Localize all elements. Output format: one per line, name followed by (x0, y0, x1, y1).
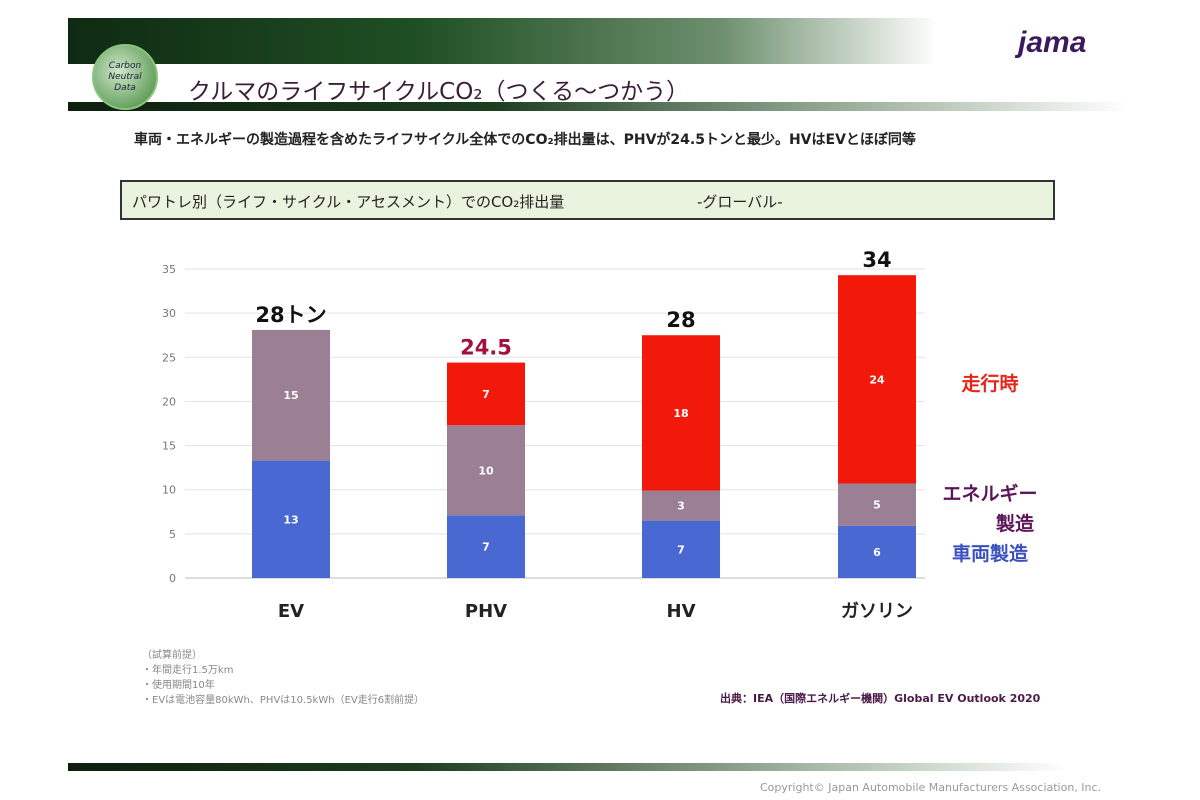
copyright: Copyright© Japan Automobile Manufacturer… (760, 781, 1102, 794)
segment-label: 24 (869, 373, 885, 386)
total-label: 28 (666, 308, 695, 332)
y-tick-label: 25 (162, 351, 176, 364)
lead-text: 車両・エネルギーの製造過程を含めたライフサイクル全体でのCO₂排出量は、PHVが… (134, 132, 916, 148)
note-item: ・EVは電池容量80kWh、PHVは10.5kWh（EV走行6割前提） (142, 695, 425, 706)
x-tick-label: HV (667, 601, 696, 622)
y-tick-label: 15 (162, 440, 176, 453)
chart-subtitle: パワトレ別（ライフ・サイクル・アセスメント）でのCO₂排出量 (132, 193, 565, 211)
bar-segment (642, 520, 720, 578)
segment-label: 18 (673, 407, 688, 420)
legend-label: 製造 (995, 512, 1035, 535)
x-tick-label: ガソリン (841, 601, 913, 622)
y-tick-label: 10 (162, 484, 176, 497)
header-underline (68, 102, 1128, 111)
y-tick-label: 5 (169, 528, 176, 541)
bar-segment (642, 335, 720, 491)
segment-label: 13 (283, 513, 298, 526)
bar-segment (838, 275, 916, 484)
segment-label: 6 (873, 546, 881, 559)
y-tick-label: 30 (162, 307, 176, 320)
legend-label: エネルギー (942, 483, 1037, 505)
jama-logo: jama (1018, 26, 1087, 59)
segment-label: 3 (677, 500, 685, 513)
bar-segment (642, 490, 720, 521)
footer-band (68, 763, 1068, 771)
bar-segment (838, 483, 916, 526)
x-tick-label: PHV (465, 601, 507, 622)
source-text: 出典：IEA（国際エネルギー機関）Global EV Outlook 2020 (720, 692, 1041, 705)
page-title: クルマのライフサイクルCO₂（つくる〜つかう） (188, 79, 690, 105)
header-band (68, 18, 938, 64)
total-label: 34 (862, 248, 891, 272)
bar-segment (447, 425, 525, 516)
y-tick-label: 20 (162, 395, 176, 408)
chart-subtitle-box: パワトレ別（ライフ・サイクル・アセスメント）でのCO₂排出量 -グローバル- (120, 180, 1055, 220)
bar-segment (252, 329, 330, 461)
y-tick-label: 0 (169, 572, 176, 585)
segment-label: 10 (478, 464, 494, 477)
assumption-notes: （試算前提） ・年間走行1.5万km ・使用期間10年 ・EVは電池容量80kW… (142, 648, 424, 708)
segment-label: 5 (873, 499, 881, 512)
note-item: ・使用期間10年 (142, 680, 215, 691)
segment-label: 7 (677, 543, 685, 556)
bar-segment (447, 362, 525, 426)
legend-label: 車両製造 (952, 542, 1029, 565)
chart-region: -グローバル- (697, 193, 783, 211)
legend-label: 走行時 (961, 372, 1018, 395)
segment-label: 7 (482, 388, 490, 401)
total-label: 24.5 (460, 336, 512, 360)
bar-segment (252, 460, 330, 578)
segment-label: 15 (283, 389, 298, 402)
y-tick-label: 35 (162, 263, 176, 276)
bar-segment (447, 515, 525, 578)
notes-heading: （試算前提） (142, 650, 202, 661)
segment-label: 7 (482, 541, 490, 554)
bar-segment (838, 525, 916, 578)
note-item: ・年間走行1.5万km (142, 665, 234, 676)
x-tick-label: EV (278, 601, 304, 622)
total-label: 28トン (255, 303, 326, 327)
carbon-neutral-logo: Carbon Neutral Data (92, 44, 158, 110)
